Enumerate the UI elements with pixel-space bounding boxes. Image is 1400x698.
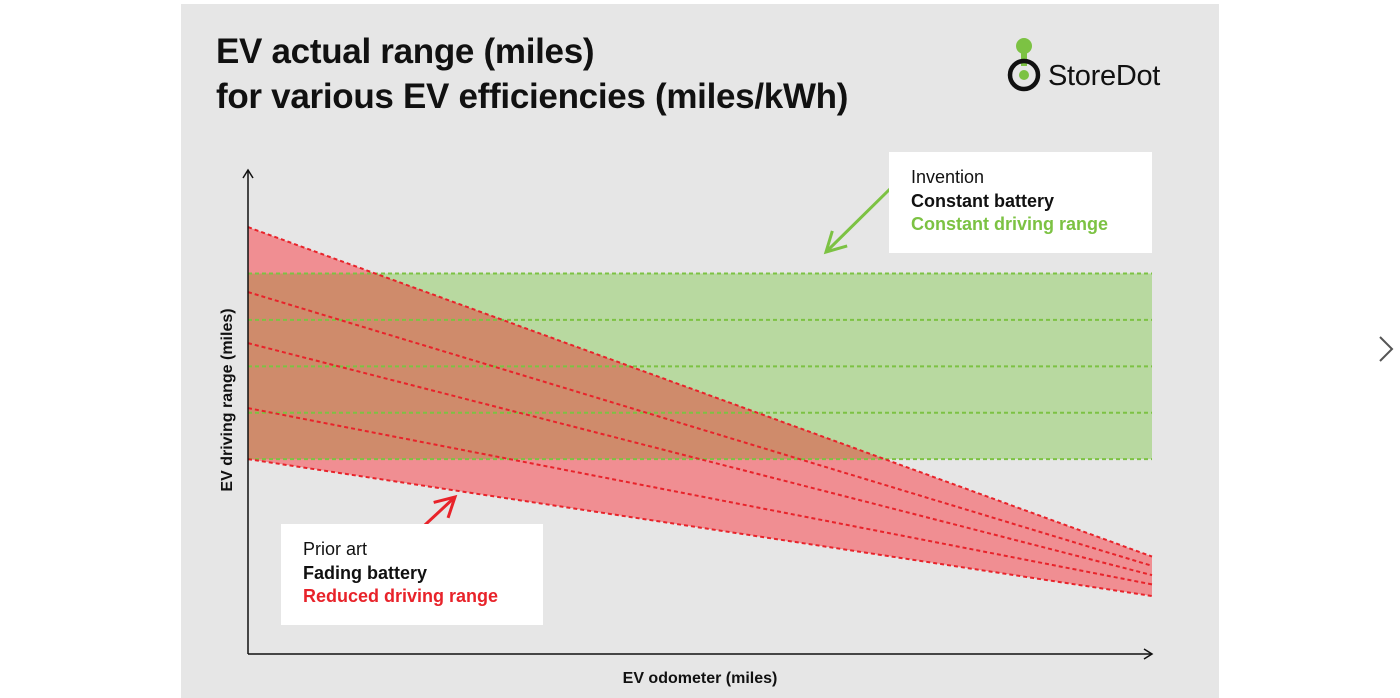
invention-arrow-shaft — [824, 184, 895, 254]
callout-invention: Invention Constant battery Constant driv… — [889, 152, 1152, 253]
invention-range: Constant driving range — [911, 214, 1109, 234]
prior-art-line-1 — [247, 226, 1153, 558]
y-axis-label: EV driving range (miles) — [219, 308, 236, 491]
prior-art-line-3 — [247, 342, 1153, 577]
prior-art-battery: Fading battery — [303, 563, 428, 583]
chart-title-line-2: for various EV efficiencies (miles/kWh) — [216, 77, 849, 116]
prior-art-label: Prior art — [303, 539, 368, 559]
storedot-logo-icon — [1007, 38, 1041, 92]
prior-art-range: Reduced driving range — [303, 586, 499, 606]
prior-art-arrow-head — [433, 494, 458, 519]
prior-art-line-5 — [247, 458, 1153, 597]
invention-battery: Constant battery — [911, 191, 1055, 211]
invention-label: Invention — [911, 167, 985, 187]
next-chevron-icon[interactable] — [1372, 333, 1396, 365]
chart-title-line-1: EV actual range (miles) — [216, 32, 595, 71]
prior-art-line-2 — [247, 291, 1153, 567]
x-axis-arrow — [1143, 648, 1154, 660]
x-axis-label: EV odometer (miles) — [623, 670, 778, 687]
y-axis-arrow — [242, 168, 254, 179]
brand-name: StoreDot — [1048, 60, 1161, 92]
invention-arrow-head — [823, 230, 848, 255]
callout-prior-art: Prior art Fading battery Reduced driving… — [281, 524, 543, 625]
